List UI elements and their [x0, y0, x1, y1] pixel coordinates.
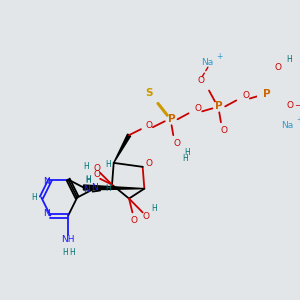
Text: S: S [145, 88, 152, 98]
Text: O: O [286, 101, 293, 110]
Text: +: + [296, 115, 300, 124]
Text: O: O [242, 91, 249, 100]
Text: N: N [44, 209, 50, 218]
Text: H: H [84, 162, 89, 171]
Text: Na: Na [201, 58, 213, 67]
Text: O: O [130, 216, 138, 225]
Text: O: O [197, 76, 204, 85]
Text: O: O [221, 126, 228, 135]
Text: O: O [146, 159, 153, 168]
Text: H: H [70, 248, 75, 257]
Text: O: O [274, 63, 281, 72]
Text: N: N [83, 185, 89, 194]
Text: H: H [182, 154, 188, 164]
Text: P: P [215, 101, 223, 111]
Text: H: H [62, 248, 68, 257]
Text: H: H [286, 55, 292, 64]
Text: N: N [44, 177, 50, 186]
Text: O: O [142, 212, 150, 221]
Text: H: H [85, 175, 91, 184]
Polygon shape [83, 185, 144, 190]
Text: P: P [263, 88, 271, 98]
Text: N: N [92, 183, 98, 192]
Text: NH: NH [61, 235, 75, 244]
Text: O: O [173, 139, 180, 148]
Text: −: − [294, 101, 300, 110]
Text: O: O [93, 164, 100, 173]
Text: O: O [146, 121, 153, 130]
Text: Na: Na [281, 121, 293, 130]
Text: +: + [216, 52, 222, 62]
Text: O: O [194, 104, 202, 113]
Text: P: P [168, 114, 176, 124]
Text: H: H [184, 148, 190, 158]
Text: O: O [93, 170, 100, 179]
Text: H: H [85, 176, 91, 185]
Polygon shape [114, 134, 130, 163]
Text: H: H [105, 160, 111, 169]
Text: H: H [106, 184, 111, 193]
Text: H: H [152, 204, 158, 213]
Text: H: H [32, 193, 38, 202]
